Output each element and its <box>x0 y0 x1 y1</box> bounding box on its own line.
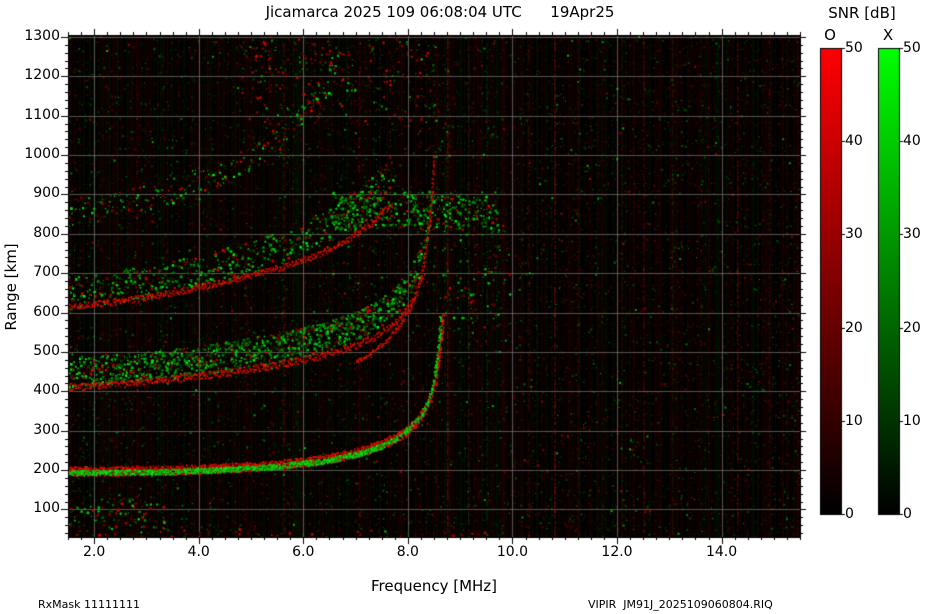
y-tick-label: 500 <box>33 342 60 359</box>
x-tick-label: 12.0 <box>601 544 633 560</box>
colorbar-tick-label: 30 <box>903 226 921 243</box>
y-tick-label: 1000 <box>24 146 60 163</box>
x-tick-label: 10.0 <box>496 544 528 560</box>
y-tick-label: 600 <box>33 303 60 320</box>
footer-filename: VIPIR JM91J_2025109060804.RIQ <box>588 598 773 611</box>
colorbar-x-mode-label: X <box>882 26 894 44</box>
chart-title: Jicamarca 2025 109 06:08:04 UTC 19Apr25 <box>265 3 615 21</box>
y-tick-label: 1300 <box>24 27 60 44</box>
y-tick-label: 700 <box>33 264 60 281</box>
footer-rxmask: RxMask 11111111 <box>38 598 140 611</box>
colorbar-tick-label: 30 <box>845 226 863 243</box>
x-tick-label: 8.0 <box>396 544 419 560</box>
y-tick-label: 200 <box>33 461 60 478</box>
colorbar-tick-label: 50 <box>845 40 863 56</box>
colorbar-tick-label: 10 <box>845 412 863 429</box>
colorbar-tick-label: 0 <box>845 506 854 522</box>
colorbar-tick-label: 20 <box>903 319 921 336</box>
colorbar-o-mode-label: O <box>824 26 836 44</box>
colorbar-tick-label: 40 <box>845 133 863 150</box>
x-tick-label: 2.0 <box>83 544 106 560</box>
y-tick-label: 100 <box>33 500 60 517</box>
y-tick-label: 1200 <box>24 67 60 84</box>
y-tick-label: 1100 <box>24 106 60 123</box>
colorbar-tick-label: 0 <box>903 506 912 522</box>
x-tick-label: 4.0 <box>187 544 210 560</box>
y-tick-label: 900 <box>33 185 60 202</box>
y-tick-label: 400 <box>33 382 60 399</box>
x-tick-label: 6.0 <box>292 544 315 560</box>
colorbar-tick-label: 20 <box>845 319 863 336</box>
colorbar-tick-label: 10 <box>903 412 921 429</box>
x-tick-label: 14.0 <box>705 544 738 560</box>
y-tick-label: 300 <box>33 421 60 438</box>
colorbar-tick-label: 40 <box>903 133 921 150</box>
x-axis-label: Frequency [MHz] <box>370 577 498 595</box>
colorbar-title: SNR [dB] <box>828 4 896 22</box>
y-tick-label: 800 <box>33 224 60 241</box>
colorbar-tick-label: 50 <box>903 40 921 56</box>
